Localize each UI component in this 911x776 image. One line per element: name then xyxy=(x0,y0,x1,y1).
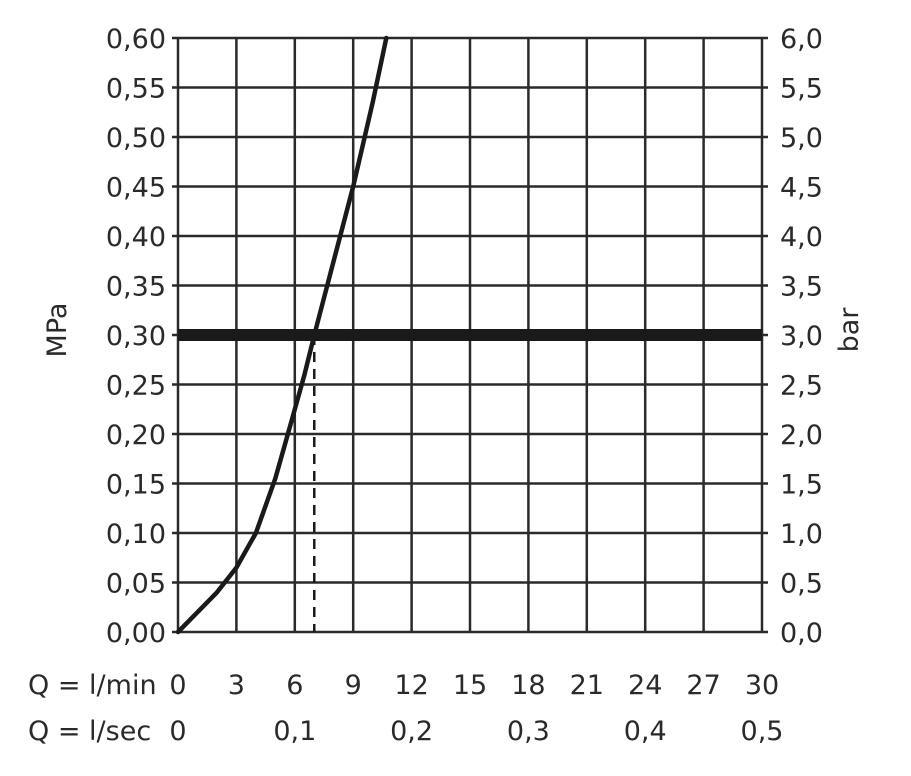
y-right-tick-label: 4,0 xyxy=(780,222,823,253)
x-row1-tick-label: 3 xyxy=(228,670,245,701)
y-left-tick-label: 0,00 xyxy=(106,618,166,649)
y-left-tick-label: 0,50 xyxy=(106,123,166,154)
series-line xyxy=(175,35,389,635)
y-left-tick-label: 0,60 xyxy=(106,24,166,55)
x-row2-tick-label: 0,1 xyxy=(273,716,316,747)
y-right-tick-label: 0,5 xyxy=(780,569,823,600)
y-right-tick-label: 5,5 xyxy=(780,74,823,105)
x-row1-tick-label: 0 xyxy=(169,670,186,701)
y-left-tick-label: 0,45 xyxy=(106,173,166,204)
y-right-tick-label: 0,0 xyxy=(780,618,823,649)
tick-labels: 0,000,050,100,150,200,250,300,350,400,45… xyxy=(106,24,823,747)
x-row2-tick-label: 0,4 xyxy=(624,716,667,747)
x-row2-tick-label: 0,2 xyxy=(390,716,433,747)
x-row2-tick-label: 0,3 xyxy=(507,716,550,747)
series-layer xyxy=(175,35,389,635)
y-right-tick-label: 5,0 xyxy=(780,123,823,154)
y-right-tick-label: 6,0 xyxy=(780,24,823,55)
y-left-tick-label: 0,40 xyxy=(106,222,166,253)
x-row1-tick-label: 15 xyxy=(453,670,487,701)
y-right-tick-label: 3,0 xyxy=(780,321,823,352)
y-left-tick-label: 0,55 xyxy=(106,74,166,105)
x-row1-tick-label: 9 xyxy=(345,670,362,701)
y-left-axis-title: MPa xyxy=(42,303,73,358)
x-row1-tick-label: 12 xyxy=(394,670,428,701)
x-axis-row2-title: Q = l/sec xyxy=(28,716,151,747)
x-row1-tick-label: 6 xyxy=(286,670,303,701)
y-left-tick-label: 0,05 xyxy=(106,569,166,600)
y-left-tick-label: 0,35 xyxy=(106,272,166,303)
y-left-tick-label: 0,10 xyxy=(106,519,166,550)
y-right-tick-label: 1,0 xyxy=(780,519,823,550)
y-right-tick-label: 1,5 xyxy=(780,470,823,501)
y-left-tick-label: 0,15 xyxy=(106,470,166,501)
x-row1-tick-label: 18 xyxy=(511,670,545,701)
y-right-tick-label: 3,5 xyxy=(780,272,823,303)
y-left-tick-label: 0,20 xyxy=(106,420,166,451)
y-right-axis-title: bar xyxy=(834,307,865,353)
x-row1-tick-label: 27 xyxy=(686,670,720,701)
x-row1-tick-label: 24 xyxy=(628,670,662,701)
x-row2-tick-label: 0,5 xyxy=(741,716,784,747)
x-row1-tick-label: 21 xyxy=(570,670,604,701)
y-right-tick-label: 4,5 xyxy=(780,173,823,204)
y-right-tick-label: 2,0 xyxy=(780,420,823,451)
x-row1-tick-label: 30 xyxy=(745,670,779,701)
x-row2-tick-label: 0 xyxy=(169,716,186,747)
y-left-tick-label: 0,25 xyxy=(106,371,166,402)
y-left-tick-label: 0,30 xyxy=(106,321,166,352)
x-axis-row1-title: Q = l/min xyxy=(28,670,157,701)
y-right-tick-label: 2,5 xyxy=(780,371,823,402)
reference-lines xyxy=(178,329,762,632)
